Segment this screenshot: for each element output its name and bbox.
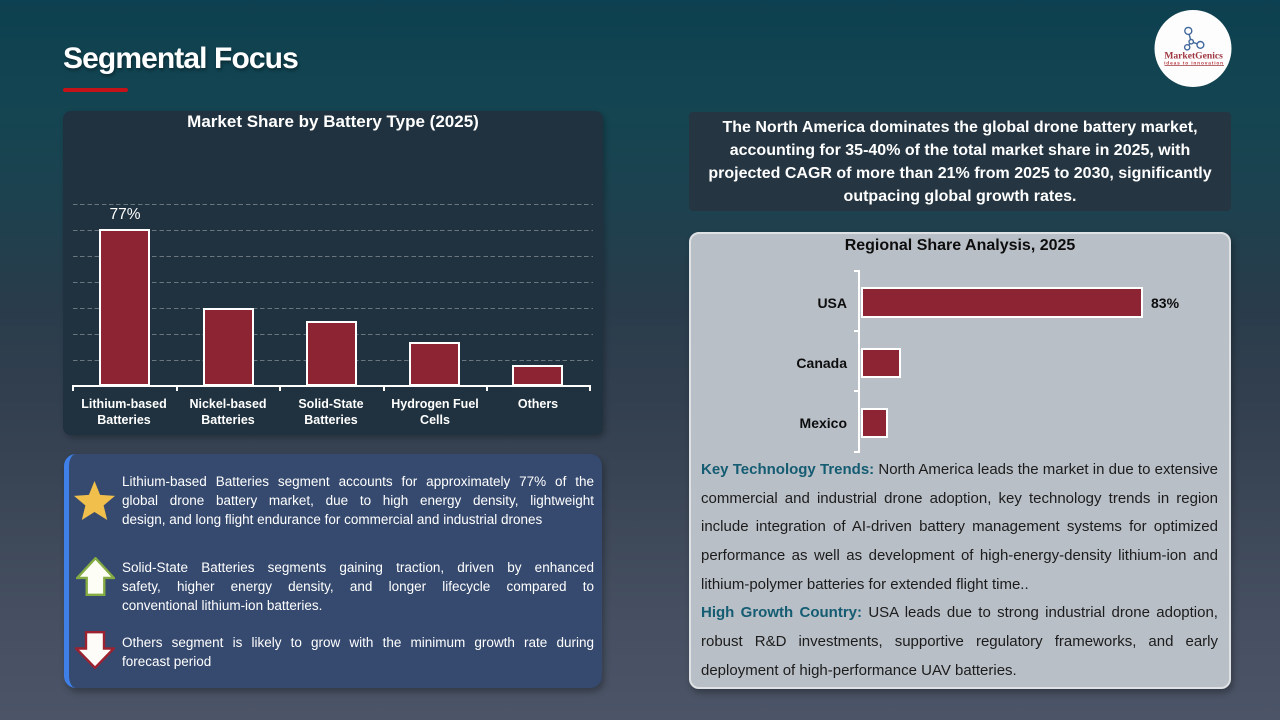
- svg-text:MarketGenics: MarketGenics: [1164, 50, 1223, 61]
- svg-text:Ideas to Innovation: Ideas to Innovation: [1164, 60, 1223, 66]
